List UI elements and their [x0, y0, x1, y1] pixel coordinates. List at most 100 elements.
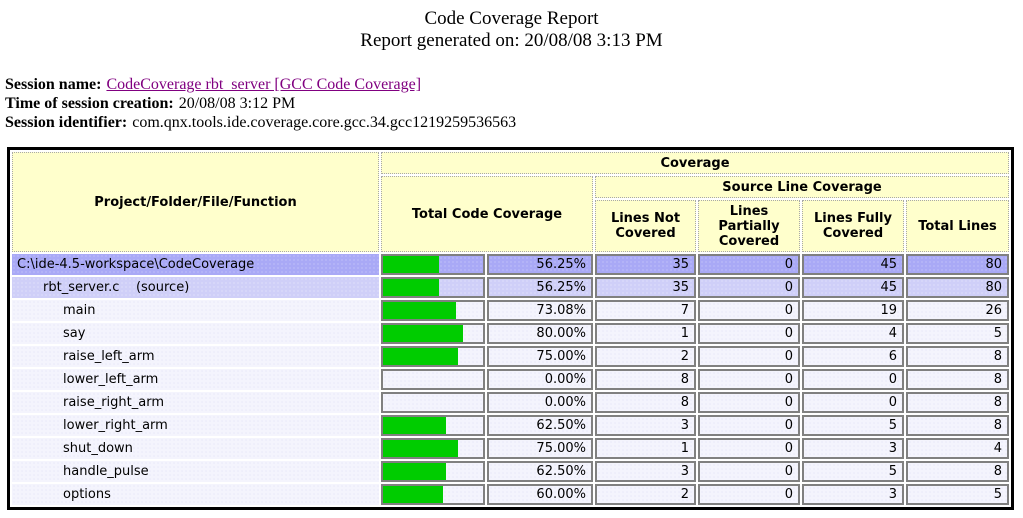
- coverage-percent-cell: 62.50%: [487, 415, 593, 436]
- coverage-table: Project/Folder/File/Function Coverage To…: [7, 147, 1014, 510]
- session-time-value: 20/08/08 3:12 PM: [178, 95, 296, 112]
- coverage-bar-cell: [381, 415, 485, 436]
- item-name: rbt_server.c (source): [43, 280, 190, 295]
- lines-fully-covered-cell: 5: [802, 461, 904, 482]
- lines-partially-covered-cell: 0: [698, 277, 800, 298]
- table-row: shut_down 75.00% 1 0 3 4: [12, 438, 1009, 459]
- coverage-percent-cell: 75.00%: [487, 438, 593, 459]
- item-name-cell: options: [12, 484, 379, 505]
- report-generated-on: Report generated on: 20/08/08 3:13 PM: [360, 30, 663, 51]
- table-row: main 73.08% 7 0 19 26: [12, 300, 1009, 321]
- lines-fully-covered-cell: 4: [802, 323, 904, 344]
- session-id-line: Session identifier: com.qnx.tools.ide.cov…: [5, 113, 1023, 132]
- column-header-total-lines: Total Lines: [906, 200, 1009, 252]
- total-lines-cell: 8: [906, 369, 1009, 390]
- total-lines-cell: 80: [906, 277, 1009, 298]
- table-row: raise_right_arm 0.00% 8 0 0 8: [12, 392, 1009, 413]
- column-header-coverage: Coverage: [381, 152, 1009, 174]
- item-name-cell: shut_down: [12, 438, 379, 459]
- lines-fully-covered-cell: 45: [802, 254, 904, 275]
- coverage-percent-cell: 0.00%: [487, 392, 593, 413]
- total-lines-cell: 4: [906, 438, 1009, 459]
- item-name-cell: rbt_server.c (source): [12, 277, 379, 298]
- coverage-bar: [383, 279, 440, 296]
- coverage-percent-cell: 62.50%: [487, 461, 593, 482]
- session-time-line: Time of session creation: 20/08/08 3:12 P…: [5, 94, 1023, 113]
- coverage-bar: [383, 348, 458, 365]
- item-name-cell: raise_left_arm: [12, 346, 379, 367]
- lines-partially-covered-cell: 0: [698, 438, 800, 459]
- lines-not-covered-cell: 1: [595, 323, 696, 344]
- lines-fully-covered-cell: 3: [802, 438, 904, 459]
- coverage-bar: [383, 325, 463, 342]
- lines-not-covered-cell: 8: [595, 369, 696, 390]
- coverage-percent-cell: 75.00%: [487, 346, 593, 367]
- lines-not-covered-cell: 2: [595, 484, 696, 505]
- coverage-percent-cell: 60.00%: [487, 484, 593, 505]
- table-row: rbt_server.c (source) 56.25% 35 0 45 80: [12, 277, 1009, 298]
- coverage-bar-cell: [381, 369, 485, 390]
- coverage-bar-cell: [381, 323, 485, 344]
- item-name-cell: handle_pulse: [12, 461, 379, 482]
- coverage-bar-cell: [381, 484, 485, 505]
- column-header-lines-not-covered: Lines Not Covered: [595, 200, 696, 252]
- lines-fully-covered-cell: 6: [802, 346, 904, 367]
- report-header: Code Coverage Report Report generated on…: [0, 0, 1023, 52]
- item-name: main: [63, 303, 96, 318]
- item-name: lower_right_arm: [63, 418, 168, 433]
- coverage-bar: [383, 486, 443, 503]
- table-row: lower_left_arm 0.00% 8 0 0 8: [12, 369, 1009, 390]
- coverage-bar-cell: [381, 392, 485, 413]
- session-id-label: Session identifier:: [5, 114, 128, 131]
- lines-not-covered-cell: 8: [595, 392, 696, 413]
- coverage-bar-cell: [381, 438, 485, 459]
- total-lines-cell: 5: [906, 484, 1009, 505]
- column-header-lines-partially-covered: Lines Partially Covered: [698, 200, 800, 252]
- coverage-bar: [383, 417, 446, 434]
- session-name-label: Session name:: [5, 76, 102, 93]
- coverage-bar-cell: [381, 346, 485, 367]
- column-header-total-code-coverage: Total Code Coverage: [381, 176, 593, 252]
- coverage-percent-cell: 73.08%: [487, 300, 593, 321]
- item-name: handle_pulse: [63, 464, 149, 479]
- lines-partially-covered-cell: 0: [698, 323, 800, 344]
- item-name-cell: raise_right_arm: [12, 392, 379, 413]
- column-header-lines-fully-covered: Lines Fully Covered: [802, 200, 904, 252]
- item-name: C:\ide-4.5-workspace\CodeCoverage: [17, 257, 255, 272]
- session-name-link[interactable]: CodeCoverage rbt_server [GCC Code Covera…: [106, 76, 422, 93]
- item-name: shut_down: [63, 441, 133, 456]
- total-lines-cell: 5: [906, 323, 1009, 344]
- lines-fully-covered-cell: 5: [802, 415, 904, 436]
- item-name: say: [63, 326, 86, 341]
- coverage-percent-cell: 80.00%: [487, 323, 593, 344]
- lines-partially-covered-cell: 0: [698, 392, 800, 413]
- coverage-bar-cell: [381, 277, 485, 298]
- item-name: raise_left_arm: [63, 349, 155, 364]
- session-time-label: Time of session creation:: [5, 95, 174, 112]
- item-name-cell: lower_left_arm: [12, 369, 379, 390]
- lines-partially-covered-cell: 0: [698, 369, 800, 390]
- lines-not-covered-cell: 35: [595, 277, 696, 298]
- page-title: Code Coverage Report: [424, 8, 599, 29]
- coverage-bar-cell: [381, 300, 485, 321]
- column-header-source-line-coverage: Source Line Coverage: [595, 176, 1009, 198]
- lines-not-covered-cell: 7: [595, 300, 696, 321]
- item-name-cell: say: [12, 323, 379, 344]
- total-lines-cell: 8: [906, 415, 1009, 436]
- lines-partially-covered-cell: 0: [698, 254, 800, 275]
- table-row: C:\ide-4.5-workspace\CodeCoverage 56.25% 3…: [12, 254, 1009, 275]
- table-row: raise_left_arm 75.00% 2 0 6 8: [12, 346, 1009, 367]
- lines-not-covered-cell: 1: [595, 438, 696, 459]
- total-lines-cell: 80: [906, 254, 1009, 275]
- table-row: handle_pulse 62.50% 3 0 5 8: [12, 461, 1009, 482]
- total-lines-cell: 26: [906, 300, 1009, 321]
- coverage-bar: [383, 256, 440, 273]
- table-row: lower_right_arm 62.50% 3 0 5 8: [12, 415, 1009, 436]
- lines-not-covered-cell: 2: [595, 346, 696, 367]
- item-name-cell: C:\ide-4.5-workspace\CodeCoverage: [12, 254, 379, 275]
- total-lines-cell: 8: [906, 346, 1009, 367]
- item-name: lower_left_arm: [63, 372, 159, 387]
- coverage-percent-cell: 56.25%: [487, 254, 593, 275]
- coverage-bar: [383, 302, 457, 319]
- lines-fully-covered-cell: 45: [802, 277, 904, 298]
